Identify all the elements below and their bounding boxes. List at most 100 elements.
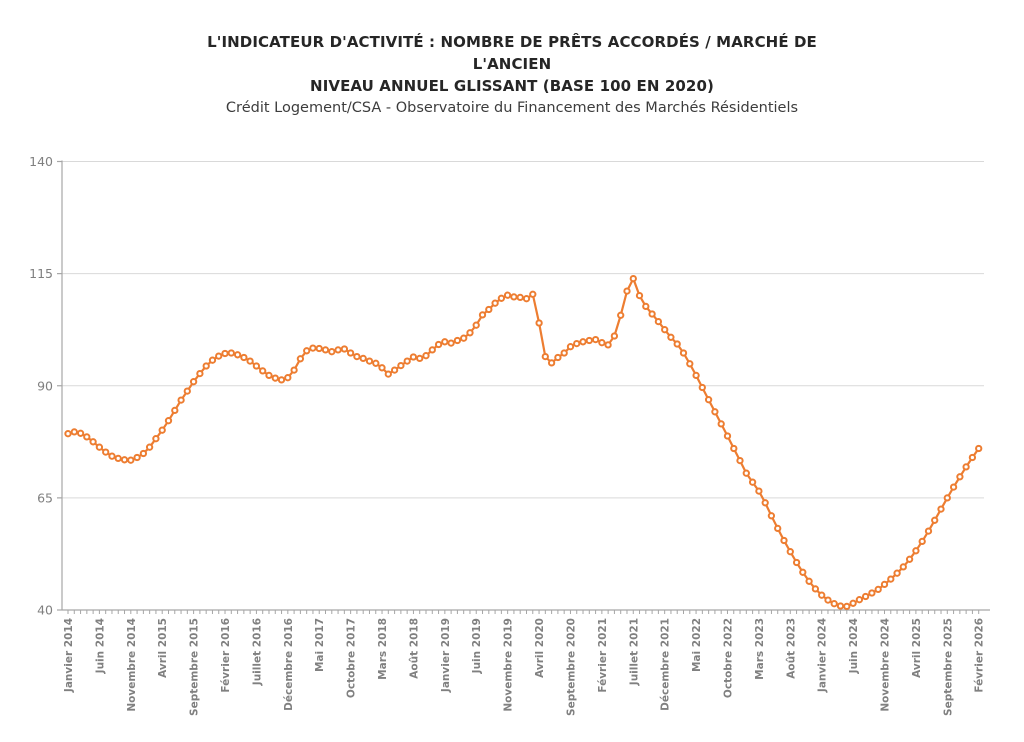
y-tick-label: 65 [37,490,53,505]
series-line [66,277,980,608]
data-point-marker [711,408,719,416]
data-point-marker [661,326,669,334]
data-point-marker [70,428,78,436]
data-point-marker [227,349,235,357]
x-tick-label: Avril 2020 [534,618,546,678]
data-point-marker [774,524,782,533]
data-point-marker [698,383,706,392]
data-point-marker [943,494,951,502]
x-tick-label: Février 2026 [974,618,986,693]
data-point-marker [95,443,104,451]
x-tick-label: Novembre 2024 [879,618,891,712]
data-point-marker [905,555,914,563]
data-point-marker [547,359,556,367]
data-point-marker [221,349,229,358]
data-point-marker [189,378,198,386]
data-point-marker [610,332,619,340]
x-tick-label: Juin 2019 [471,618,483,674]
x-tick-label: Mai 2022 [691,618,703,672]
data-point-marker [164,417,173,425]
x-tick-label: Août 2023 [785,618,797,679]
chart-title-line3: NIVEAU ANNUEL GLISSANT (BASE 100 EN 2020… [310,77,714,95]
data-point-marker [108,452,116,460]
data-point-marker [485,305,493,314]
data-point-marker [491,299,499,307]
data-point-marker [642,302,650,311]
data-point-marker [516,293,524,302]
data-point-marker [246,357,254,365]
data-point-marker [975,444,983,453]
x-tick-label: Janvier 2014 [63,618,75,693]
data-point-marker [183,387,191,395]
data-point-marker [899,563,907,571]
data-point-marker [416,354,424,363]
data-point-marker [359,354,367,363]
data-point-marker [717,420,725,428]
data-point-marker [723,432,732,440]
data-point-marker [654,317,663,326]
data-point-marker [780,536,788,545]
data-point-marker [673,340,681,348]
data-point-marker [114,454,122,463]
x-tick-label: Mai 2017 [314,618,326,672]
data-point-marker [868,589,876,597]
data-point-marker [566,343,575,351]
data-point-marker [171,406,179,415]
data-point-marker [535,319,543,327]
data-point-marker [127,456,135,464]
data-point-marker [177,396,185,404]
x-tick-label: Octobre 2022 [722,618,734,698]
data-point-marker [849,599,857,607]
chart-title-line1: L'INDICATEUR D'ACTIVITÉ : NOMBRE DE PRÊT… [207,33,817,51]
y-tick-label: 115 [29,266,53,281]
data-point-marker [818,591,826,599]
data-point-marker [139,449,148,458]
data-point-marker [799,568,807,576]
x-tick-label: Juin 2024 [848,618,860,674]
data-point-marker [541,352,549,361]
data-point-marker [447,339,455,347]
x-tick-label: Avril 2015 [157,618,169,678]
chart-subtitle: Crédit Logement/CSA - Observatoire du Fi… [225,100,799,116]
x-tick-label: Novembre 2014 [126,618,138,712]
data-point-marker [466,329,474,337]
data-point-marker [629,274,637,283]
data-point-marker [667,333,675,341]
data-point-marker [811,585,820,593]
x-tick-label: Octobre 2017 [346,618,358,698]
data-point-marker [158,426,166,434]
data-point-marker [334,346,342,354]
data-point-marker [340,345,349,353]
data-point-marker [409,353,418,361]
x-tick-label: Février 2016 [220,618,232,693]
data-point-marker [648,310,656,318]
data-point-marker [893,569,901,577]
x-tick-label: Mars 2023 [754,618,766,680]
x-tick-label: Juillet 2016 [251,618,263,686]
x-tick-label: Août 2018 [408,618,420,679]
data-point-marker [767,512,776,520]
x-tick-label: Septembre 2015 [189,618,201,716]
data-point-marker [805,577,813,585]
data-point-marker [522,295,531,303]
data-point-marker [422,352,430,360]
data-point-marker [792,558,801,567]
data-point-marker [692,371,700,380]
data-point-marker [321,346,330,354]
data-point-marker [296,355,305,363]
x-tick-label: Janvier 2019 [440,618,452,693]
data-point-marker [202,362,210,370]
data-point-marker [573,339,581,348]
data-point-marker [730,444,738,453]
chart-title-block: L'INDICATEUR D'ACTIVITÉ : NOMBRE DE PRÊT… [0,31,1024,119]
data-point-marker [372,359,380,367]
data-point-marker [478,311,487,319]
data-point-marker [397,361,405,370]
data-point-marker [855,596,864,604]
data-point-marker [579,338,587,346]
x-tick-label: Novembre 2019 [503,618,515,712]
data-point-marker [472,321,480,329]
x-tick-label: Mars 2018 [377,618,389,680]
data-point-marker [560,349,568,357]
